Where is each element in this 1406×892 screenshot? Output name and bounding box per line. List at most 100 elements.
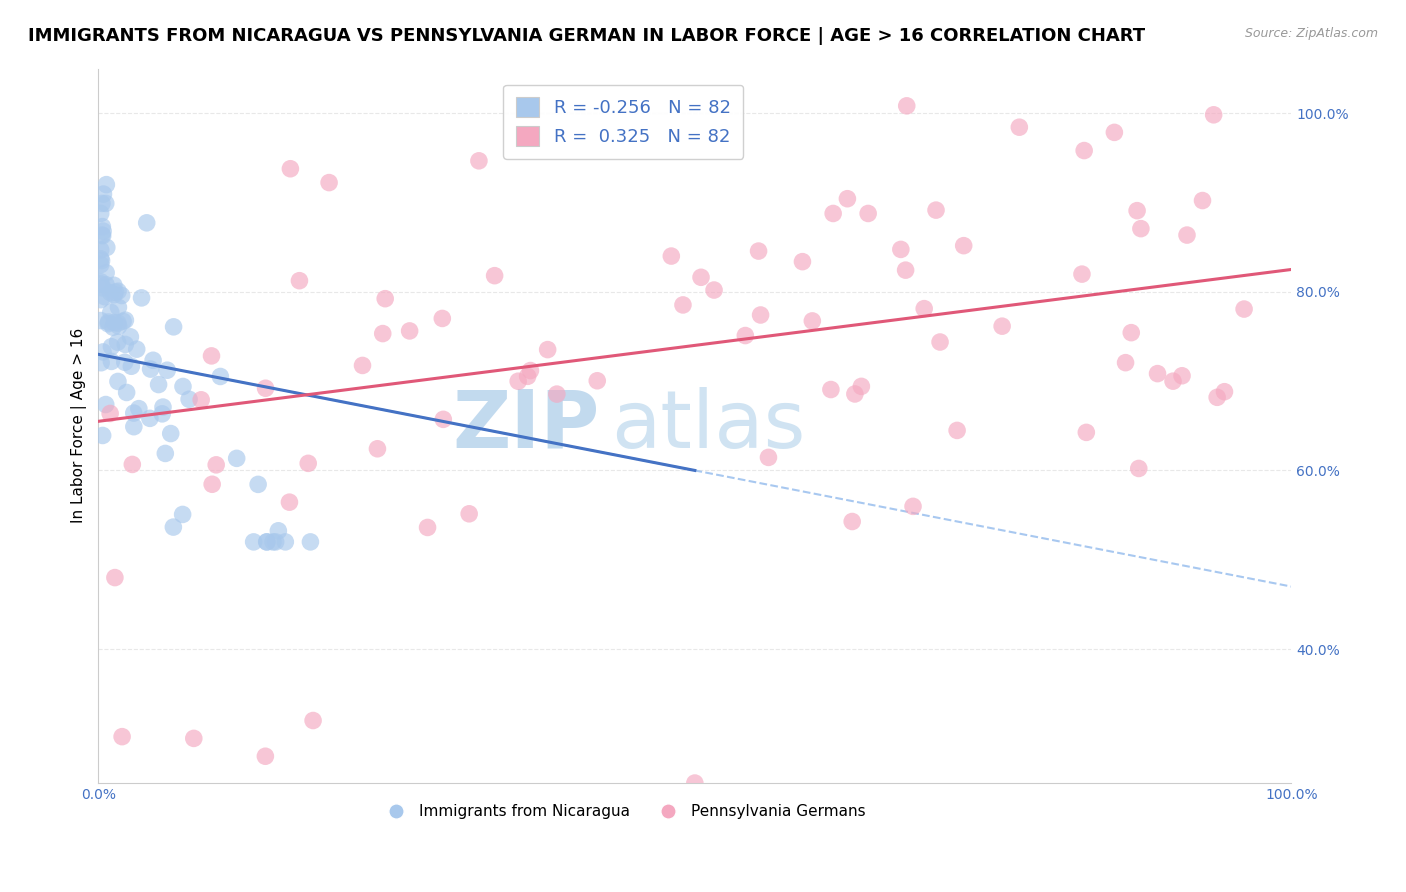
Point [374,292,396,306]
Point [94,290,117,304]
Point [1104,125,1126,139]
Point [1128,461,1150,475]
Point [91,345,114,359]
Point [432,412,454,426]
Point [254,749,277,764]
Point [115,385,138,400]
Point [107,319,129,334]
Point [519,363,541,377]
Point [101,320,124,334]
Point [262,534,284,549]
Point [546,387,568,401]
Point [152,400,174,414]
Point [929,334,952,349]
Point [201,477,224,491]
Text: atlas: atlas [612,387,806,465]
Point [135,865,157,880]
Point [103,278,125,293]
Point [856,206,879,220]
Point [90,206,112,220]
Point [148,377,170,392]
Point [890,243,912,257]
Point [91,227,114,242]
Point [1073,144,1095,158]
Point [114,313,136,327]
Point [107,375,129,389]
Point [190,392,212,407]
Point [200,349,222,363]
Point [90,277,112,291]
Point [267,524,290,538]
Point [112,314,135,328]
Point [586,374,609,388]
Point [90,258,112,272]
Point [946,424,969,438]
Point [107,335,129,350]
Point [278,495,301,509]
Point [128,401,150,416]
Point [416,520,439,534]
Point [96,178,118,192]
Point [91,196,114,211]
Point [1171,368,1194,383]
Point [104,285,127,300]
Point [297,456,319,470]
Point [122,406,145,420]
Point [209,369,232,384]
Point [242,534,264,549]
Point [225,451,247,466]
Point [1206,390,1229,404]
Point [484,268,506,283]
Point [90,253,112,268]
Point [125,342,148,356]
Point [179,392,201,407]
Point [366,442,388,456]
Point [302,714,325,728]
Text: IMMIGRANTS FROM NICARAGUA VS PENNSYLVANIA GERMAN IN LABOR FORCE | AGE > 16 CORRE: IMMIGRANTS FROM NICARAGUA VS PENNSYLVANI… [28,27,1146,45]
Point [122,419,145,434]
Point [683,776,706,790]
Point [172,508,194,522]
Point [90,313,112,327]
Point [1076,425,1098,440]
Point [100,305,122,319]
Point [94,277,117,292]
Point [264,534,287,549]
Point [1115,356,1137,370]
Point [1071,267,1094,281]
Point [432,311,454,326]
Point [94,266,117,280]
Point [352,359,374,373]
Point [537,343,560,357]
Point [155,446,177,460]
Point [159,426,181,441]
Point [256,534,278,549]
Point [1175,228,1198,243]
Point [107,316,129,330]
Point [991,319,1014,334]
Point [468,153,491,168]
Point [758,450,780,465]
Point [851,379,873,393]
Point [1202,108,1225,122]
Point [398,324,420,338]
Point [162,319,184,334]
Point [104,571,127,585]
Point [94,398,117,412]
Point [90,243,112,257]
Point [100,285,122,300]
Point [98,407,121,421]
Point [318,176,340,190]
Point [97,317,120,331]
Point [254,381,277,395]
Text: ZIP: ZIP [453,387,599,465]
Point [844,387,866,401]
Point [280,161,302,176]
Point [371,326,394,341]
Point [837,192,859,206]
Point [1161,374,1184,388]
Point [131,291,153,305]
Point [841,515,863,529]
Point [107,285,129,299]
Point [749,308,772,322]
